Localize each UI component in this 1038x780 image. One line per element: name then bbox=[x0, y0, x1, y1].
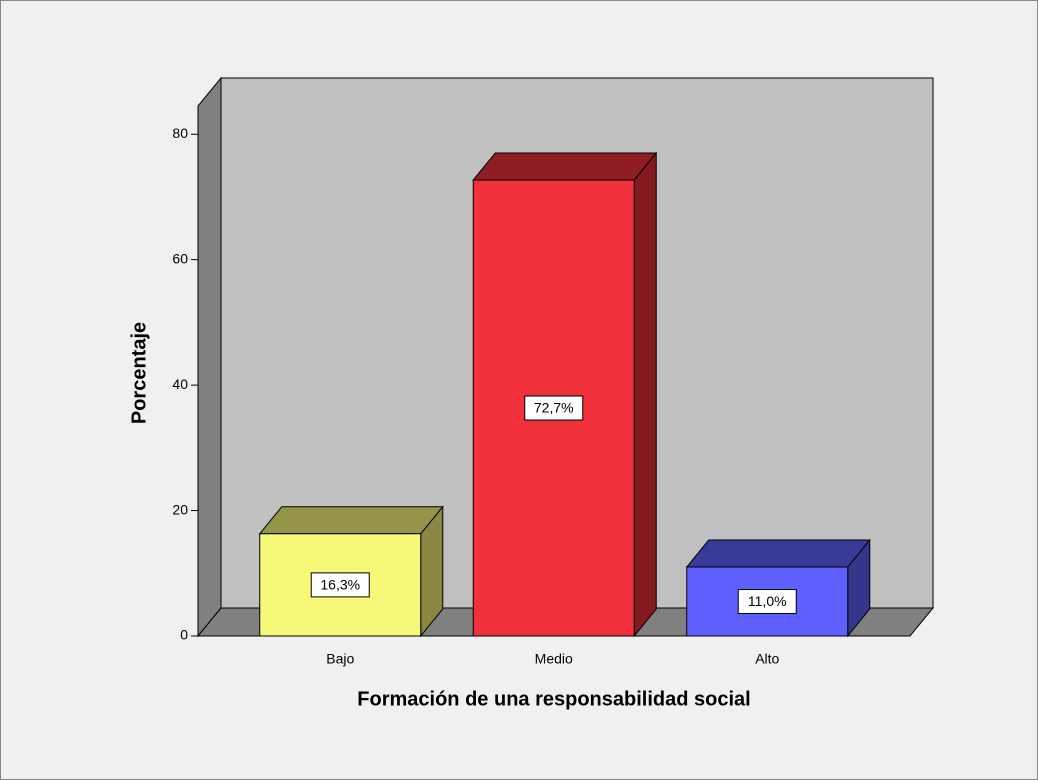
bar-top bbox=[685, 539, 871, 568]
y-tick-label: 60 bbox=[172, 250, 188, 266]
x-tick-label: Bajo bbox=[326, 651, 354, 667]
y-tick-label: 0 bbox=[180, 627, 188, 643]
x-axis-title: Formación de una responsabilidad social bbox=[357, 688, 750, 710]
bar-top bbox=[472, 152, 658, 181]
value-label-box bbox=[310, 572, 370, 598]
y-tick-label: 20 bbox=[172, 501, 188, 517]
x-tick-label: Alto bbox=[755, 651, 779, 667]
value-label-box bbox=[737, 589, 797, 615]
value-label: 72,7% bbox=[534, 400, 574, 416]
bar-top bbox=[258, 506, 444, 535]
left-wall bbox=[197, 76, 222, 638]
y-tick-label: 40 bbox=[172, 376, 188, 392]
value-label: 11,0% bbox=[748, 593, 787, 609]
bar-side bbox=[633, 151, 657, 638]
x-tick-label: Medio bbox=[535, 651, 573, 667]
value-label: 16,3% bbox=[320, 577, 360, 593]
value-label-box bbox=[524, 395, 584, 421]
y-tick-label: 80 bbox=[172, 125, 188, 141]
y-axis-title: Porcentaje bbox=[128, 322, 150, 424]
